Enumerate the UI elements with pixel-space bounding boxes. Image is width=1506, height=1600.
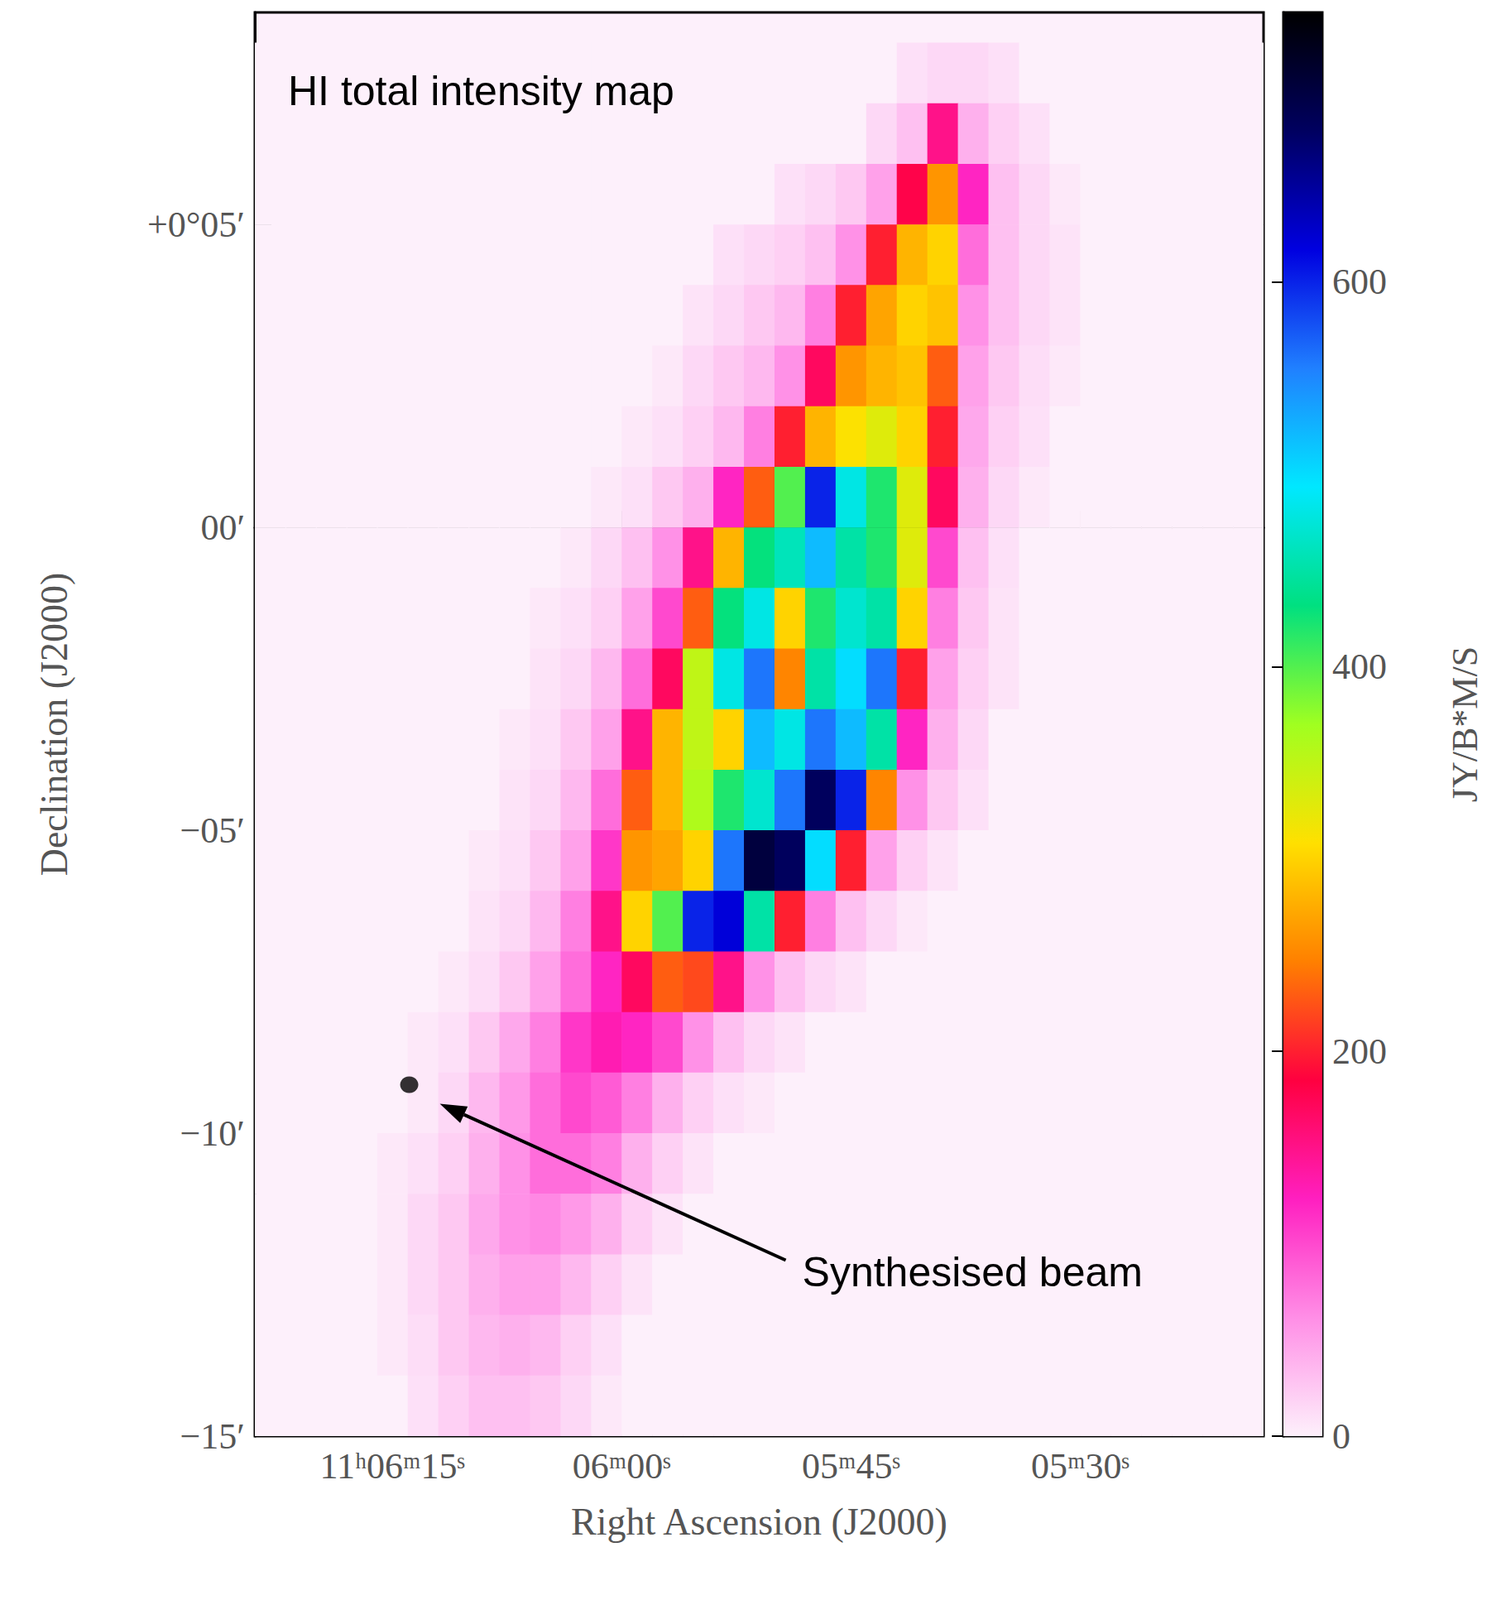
svg-text:−15′: −15′ — [180, 1415, 245, 1457]
svg-text:06ᵐ00ˢ: 06ᵐ00ˢ — [572, 1445, 672, 1487]
svg-text:200: 200 — [1332, 1031, 1387, 1072]
svg-text:600: 600 — [1332, 261, 1387, 303]
svg-text:05ᵐ45ˢ: 05ᵐ45ˢ — [801, 1445, 901, 1487]
svg-text:−10′: −10′ — [180, 1112, 245, 1154]
svg-text:Declination (J2000): Declination (J2000) — [33, 572, 76, 877]
svg-text:HI total intensity map: HI total intensity map — [287, 67, 675, 115]
svg-text:−05′: −05′ — [180, 810, 245, 851]
svg-text:Right Ascension (J2000): Right Ascension (J2000) — [570, 1500, 948, 1543]
svg-text:05ᵐ30ˢ: 05ᵐ30ˢ — [1031, 1445, 1130, 1487]
svg-text:0: 0 — [1332, 1415, 1351, 1457]
svg-text:11ʰ06ᵐ15ˢ: 11ʰ06ᵐ15ˢ — [320, 1445, 466, 1487]
svg-text:00′: 00′ — [200, 507, 245, 548]
svg-text:Synthesised beam: Synthesised beam — [802, 1248, 1143, 1295]
svg-text:400: 400 — [1332, 646, 1387, 687]
svg-text:JY/B*M/S: JY/B*M/S — [1444, 646, 1486, 802]
svg-text:+0°05′: +0°05′ — [147, 204, 245, 245]
